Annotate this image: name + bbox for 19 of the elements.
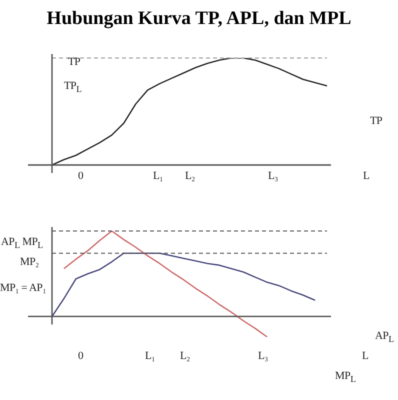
text: MP₁ = AP₁ bbox=[0, 282, 46, 294]
annotation: TP$_{L}$ bbox=[64, 80, 82, 94]
text: L₁ bbox=[145, 350, 155, 362]
text: L₂ bbox=[185, 170, 195, 182]
text: L bbox=[363, 170, 370, 182]
chart-title: Hubungan Kurva TP, APL, dan MPL bbox=[46, 8, 352, 30]
text: L₁ bbox=[153, 170, 163, 182]
text: 0 bbox=[78, 170, 84, 182]
text: TP bbox=[370, 115, 382, 127]
annotation: TP bbox=[68, 56, 80, 68]
text: MP₂ bbox=[20, 256, 39, 268]
text: L bbox=[362, 350, 368, 362]
text: 0 bbox=[78, 350, 84, 362]
text: MP$_{L}$ bbox=[335, 370, 356, 384]
text: AP$_{L}$ bbox=[375, 330, 394, 344]
text: L₃ bbox=[258, 350, 268, 362]
text: L₃ bbox=[268, 170, 278, 182]
text: AP$_{L}$ MP$_{L}$ bbox=[1, 236, 43, 250]
text: L₂ bbox=[180, 350, 190, 362]
